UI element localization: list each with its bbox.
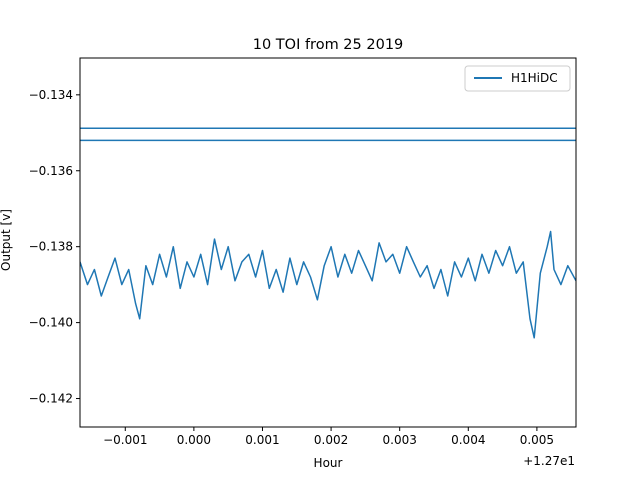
y-tick-label: −0.140 (29, 316, 73, 330)
x-offset-label: +1.27e1 (523, 454, 575, 468)
y-tick-label: −0.136 (29, 164, 73, 178)
x-tick-label: 0.002 (314, 433, 348, 447)
plot-frame (79, 57, 577, 428)
plot-area (80, 127, 576, 339)
legend-entry-label: H1HiDC (511, 71, 558, 85)
x-tick-label: 0.004 (451, 433, 485, 447)
legend: H1HiDC (464, 65, 571, 92)
y-tick-label: −0.134 (29, 88, 73, 102)
x-tick-label: 0.003 (383, 433, 417, 447)
y-axis-label: Output [v] (0, 209, 13, 271)
x-axis-label: Hour (314, 456, 343, 470)
x-tick-label: −0.001 (103, 433, 147, 447)
legend-box (464, 65, 571, 92)
chart-title: 10 TOI from 25 2019 (253, 37, 404, 53)
y-axis: −0.134 −0.136 −0.138 −0.140 −0.142 (29, 88, 80, 406)
x-axis: −0.001 0.000 0.001 0.002 0.003 0.004 0.005 (103, 427, 554, 447)
x-tick-label: 0.000 (177, 433, 211, 447)
y-tick-label: −0.138 (29, 240, 73, 254)
y-tick-label: −0.142 (29, 392, 73, 406)
x-tick-label: 0.001 (245, 433, 279, 447)
x-tick-label: 0.005 (520, 433, 554, 447)
series-line-h1hidc (80, 230, 576, 339)
